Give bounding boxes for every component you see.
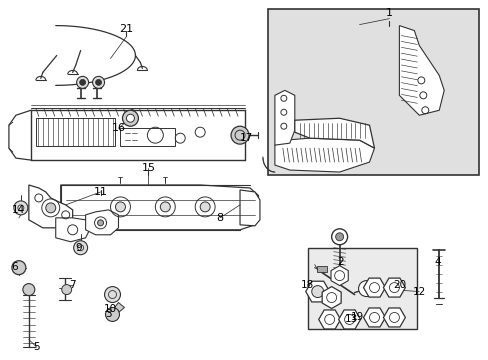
Text: 21: 21 xyxy=(119,24,133,33)
Circle shape xyxy=(92,76,104,88)
Circle shape xyxy=(105,307,119,321)
Bar xyxy=(307,248,416,329)
Polygon shape xyxy=(85,210,118,235)
Bar xyxy=(316,266,326,272)
Bar xyxy=(120,128,175,146)
Circle shape xyxy=(98,220,103,226)
Circle shape xyxy=(331,229,347,245)
Text: 9: 9 xyxy=(75,243,82,253)
Circle shape xyxy=(358,280,374,297)
Text: 8: 8 xyxy=(216,213,223,223)
Circle shape xyxy=(230,126,248,144)
Circle shape xyxy=(115,202,125,212)
Text: 5: 5 xyxy=(33,342,40,352)
Bar xyxy=(36,118,115,146)
Polygon shape xyxy=(274,90,294,145)
Text: 19: 19 xyxy=(350,312,364,323)
Text: 16: 16 xyxy=(111,123,125,133)
Text: 1: 1 xyxy=(385,8,392,18)
Circle shape xyxy=(46,203,56,213)
Circle shape xyxy=(77,76,88,88)
Circle shape xyxy=(12,261,26,275)
Text: 7: 7 xyxy=(69,280,76,289)
Circle shape xyxy=(200,202,210,212)
Circle shape xyxy=(126,114,134,122)
Text: 14: 14 xyxy=(12,205,25,215)
Circle shape xyxy=(80,80,85,85)
Circle shape xyxy=(311,285,323,298)
Polygon shape xyxy=(61,185,258,230)
Text: 10: 10 xyxy=(104,305,117,315)
Polygon shape xyxy=(399,26,443,115)
Text: 6: 6 xyxy=(12,262,18,272)
Polygon shape xyxy=(56,218,90,242)
Polygon shape xyxy=(294,118,374,148)
Circle shape xyxy=(104,287,120,302)
Text: 13: 13 xyxy=(344,314,358,324)
Circle shape xyxy=(95,80,102,85)
Text: 4: 4 xyxy=(434,257,441,267)
Text: 11: 11 xyxy=(93,187,107,197)
Polygon shape xyxy=(29,185,73,228)
Text: 17: 17 xyxy=(239,133,252,143)
Text: 3: 3 xyxy=(105,310,112,319)
Text: 12: 12 xyxy=(412,287,425,297)
Bar xyxy=(267,9,478,175)
Circle shape xyxy=(23,284,35,296)
Text: 2: 2 xyxy=(337,257,343,267)
Text: 15: 15 xyxy=(141,163,155,173)
Circle shape xyxy=(335,233,343,241)
Polygon shape xyxy=(274,138,374,172)
Text: 18: 18 xyxy=(301,280,314,289)
Circle shape xyxy=(74,241,87,255)
Polygon shape xyxy=(114,302,124,312)
Circle shape xyxy=(122,110,138,126)
Circle shape xyxy=(160,202,170,212)
Polygon shape xyxy=(240,190,260,226)
Circle shape xyxy=(14,201,28,215)
Circle shape xyxy=(61,285,72,294)
Text: 20: 20 xyxy=(392,280,405,289)
